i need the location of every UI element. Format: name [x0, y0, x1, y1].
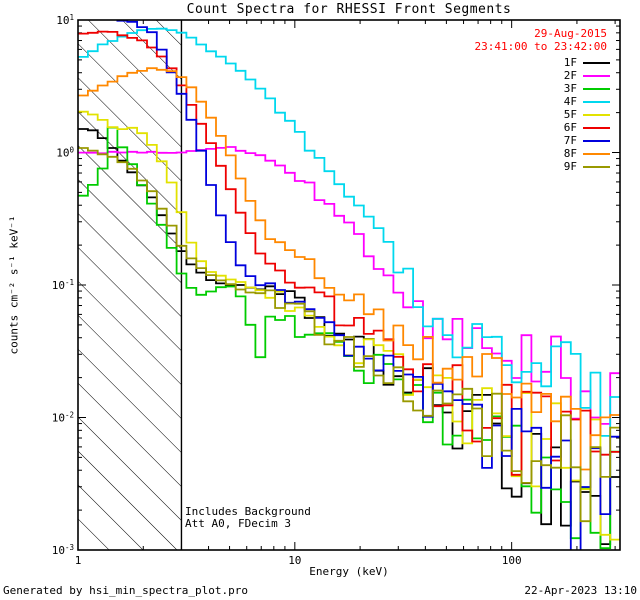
x-axis-label: Energy (keV) [309, 565, 389, 578]
legend-label: 3F [563, 82, 577, 95]
hatch-region [78, 20, 182, 550]
plot-frame [77, 19, 621, 551]
legend-label: 8F [563, 147, 577, 160]
x-tick-label: 100 [502, 554, 522, 567]
legend: 1F 2F 3F 4F 5F 6F 7F 8F 9F [564, 56, 610, 173]
y-tick-label: 10-3 [52, 543, 74, 557]
series-2F-line [78, 146, 620, 425]
legend-item: 7F [564, 134, 610, 147]
y-axis-label: counts cm⁻² s⁻¹ keV⁻¹ [7, 215, 21, 355]
legend-item: 1F [564, 56, 610, 69]
legend-label: 2F [563, 69, 577, 82]
y-tick-label: 10-2 [52, 411, 74, 425]
legend-label: 9F [563, 160, 577, 173]
time-range-annotation: 23:41:00 to 23:42:00 [474, 40, 607, 53]
y-tick-label: 101 [56, 13, 74, 27]
attenuator-note: Att A0, FDecim 3 [185, 517, 291, 530]
legend-item: 6F [564, 121, 610, 134]
legend-swatch [583, 113, 610, 116]
legend-swatch [583, 100, 610, 103]
legend-label: 7F [563, 134, 577, 147]
legend-swatch [583, 126, 610, 129]
series-7F-line [116, 20, 620, 550]
y-tick-label: 100 [56, 146, 74, 160]
x-tick-label: 10 [288, 554, 301, 567]
legend-item: 3F [564, 82, 610, 95]
legend-swatch [583, 61, 610, 64]
legend-label: 4F [563, 95, 577, 108]
y-tick-label: 10-1 [52, 278, 74, 292]
page-title: Count Spectra for RHESSI Front Segments [186, 2, 512, 17]
footer-timestamp: 22-Apr-2023 13:10 [524, 584, 637, 597]
series-4F-line [78, 27, 620, 437]
footer-generator-text: Generated by hsi_min_spectra_plot.pro [3, 584, 249, 597]
legend-swatch [583, 165, 610, 168]
legend-label: 5F [563, 108, 577, 121]
legend-swatch [583, 74, 610, 77]
legend-item: 8F [564, 147, 610, 160]
legend-label: 6F [563, 121, 577, 134]
legend-item: 5F [564, 108, 610, 121]
legend-item: 9F [564, 160, 610, 173]
series-8F-line [78, 67, 620, 471]
legend-swatch [583, 152, 610, 155]
legend-item: 4F [564, 95, 610, 108]
date-annotation: 29-Aug-2015 [534, 27, 607, 40]
x-tick-label: 1 [75, 554, 82, 567]
legend-label: 1F [563, 56, 577, 69]
series-9F-line [78, 147, 620, 523]
background-note: Includes Background [185, 505, 311, 518]
legend-swatch [583, 139, 610, 142]
legend-swatch [583, 87, 610, 90]
legend-item: 2F [564, 69, 610, 82]
series-6F-line [78, 30, 620, 476]
